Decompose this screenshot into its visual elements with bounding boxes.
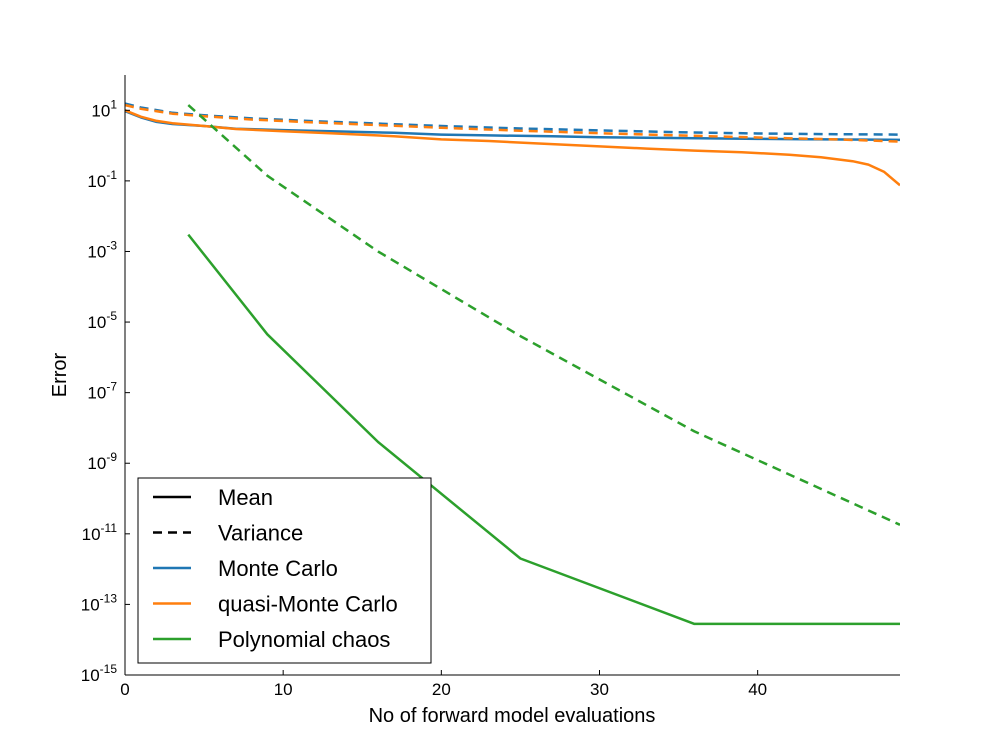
y-axis-ticks: 101 10-1 10-3 10-5 10-7 10-9 10-11 10-13 10-15	[81, 97, 130, 685]
legend-label: Mean	[218, 485, 273, 510]
x-tick-label: 10	[274, 680, 293, 699]
x-tick-label: 30	[590, 680, 609, 699]
legend-label: Variance	[218, 521, 303, 546]
series-line-quasi-monte-carlo-mean	[125, 109, 900, 187]
series-lines	[125, 102, 900, 626]
y-axis-label: Error	[49, 352, 71, 397]
x-tick-label: 40	[748, 680, 767, 699]
series-line-quasi-monte-carlo-variance	[125, 103, 900, 143]
y-tick-label: 10-9	[87, 450, 117, 473]
y-tick-label: 10-11	[82, 521, 118, 544]
y-tick-label: 10-5	[87, 309, 117, 332]
legend: Mean Variance Monte Carlo quasi-Monte Carlo…	[137, 477, 432, 664]
series-line-monte-carlo-mean	[125, 109, 900, 142]
x-tick-label: 0	[120, 680, 129, 699]
x-tick-label: 20	[432, 680, 451, 699]
x-axis-label: No of forward model evaluations	[369, 705, 656, 727]
y-tick-label: 10-1	[87, 168, 117, 191]
legend-label: quasi-Monte Carlo	[218, 592, 398, 617]
y-tick-label: 10-13	[81, 591, 118, 614]
legend-frame	[137, 477, 432, 664]
y-tick-label: 10-15	[81, 662, 118, 685]
series-line-polynomial-chaos-mean	[187, 233, 900, 626]
legend-label: Monte Carlo	[218, 556, 338, 581]
y-tick-label: 101	[91, 97, 117, 120]
x-axis-ticks: 0 10 20 30 40	[120, 670, 767, 699]
legend-label: Polynomial chaos	[218, 627, 390, 652]
series-line-polynomial-chaos-variance	[187, 104, 900, 526]
y-tick-label: 10-3	[87, 238, 117, 261]
y-tick-label: 10-7	[87, 380, 117, 403]
